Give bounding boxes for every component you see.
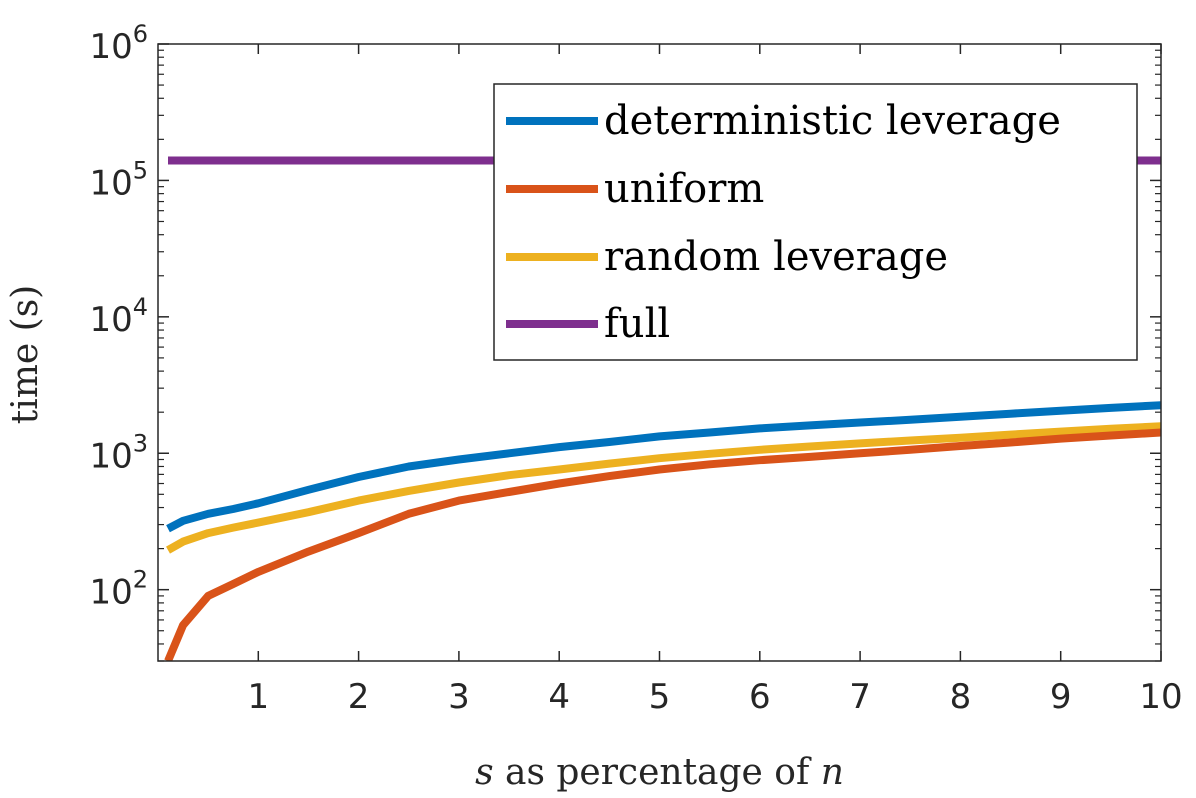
y-tick-label: 106 bbox=[89, 20, 148, 67]
x-tick-label: 1 bbox=[247, 677, 269, 717]
y-tick-label: 105 bbox=[89, 156, 148, 203]
y-tick-exponent: 6 bbox=[133, 20, 148, 48]
series-line-deterministic-leverage bbox=[166, 401, 1161, 533]
legend-label-uniform: uniform bbox=[604, 166, 764, 212]
x-axis-label: s as percentage of n bbox=[475, 752, 844, 793]
x-tick-label: 9 bbox=[1050, 677, 1072, 717]
y-tick-base: 10 bbox=[89, 436, 132, 476]
x-tick-label: 7 bbox=[849, 677, 871, 717]
x-tick-label: 4 bbox=[548, 677, 570, 717]
x-tick-label: 2 bbox=[348, 677, 370, 717]
y-tick-exponent: 4 bbox=[133, 293, 148, 321]
series-line-uniform bbox=[164, 428, 1161, 661]
y-tick-label: 102 bbox=[89, 566, 148, 613]
x-axis-label-part: s bbox=[475, 752, 493, 793]
legend-label-deterministic-leverage: deterministic leverage bbox=[604, 98, 1061, 144]
y-tick-label: 104 bbox=[89, 293, 148, 340]
legend: deterministic leverage uniform random leve… bbox=[493, 83, 1138, 361]
series-line-random-leverage bbox=[166, 422, 1161, 554]
y-tick-exponent: 3 bbox=[133, 429, 148, 457]
x-tick-label: 8 bbox=[950, 677, 972, 717]
y-tick-exponent: 5 bbox=[133, 156, 148, 184]
legend-label-full: full bbox=[604, 301, 670, 347]
y-tick-base: 10 bbox=[89, 27, 132, 67]
y-axis-label: time (s) bbox=[5, 285, 46, 424]
legend-box bbox=[493, 83, 1138, 361]
x-tick-label: 6 bbox=[749, 677, 771, 717]
x-axis-label-part: as percentage of bbox=[494, 752, 821, 793]
y-tick-base: 10 bbox=[89, 163, 132, 203]
x-axis-label-part: n bbox=[821, 752, 844, 793]
x-tick-label: 3 bbox=[448, 677, 470, 717]
legend-label-random-leverage: random leverage bbox=[604, 234, 948, 280]
y-tick-base: 10 bbox=[89, 573, 132, 613]
y-tick-exponent: 2 bbox=[133, 566, 148, 594]
y-tick-label: 103 bbox=[89, 429, 148, 476]
y-tick-base: 10 bbox=[89, 300, 132, 340]
x-tick-label: 5 bbox=[649, 677, 671, 717]
x-tick-label: 10 bbox=[1139, 677, 1182, 717]
